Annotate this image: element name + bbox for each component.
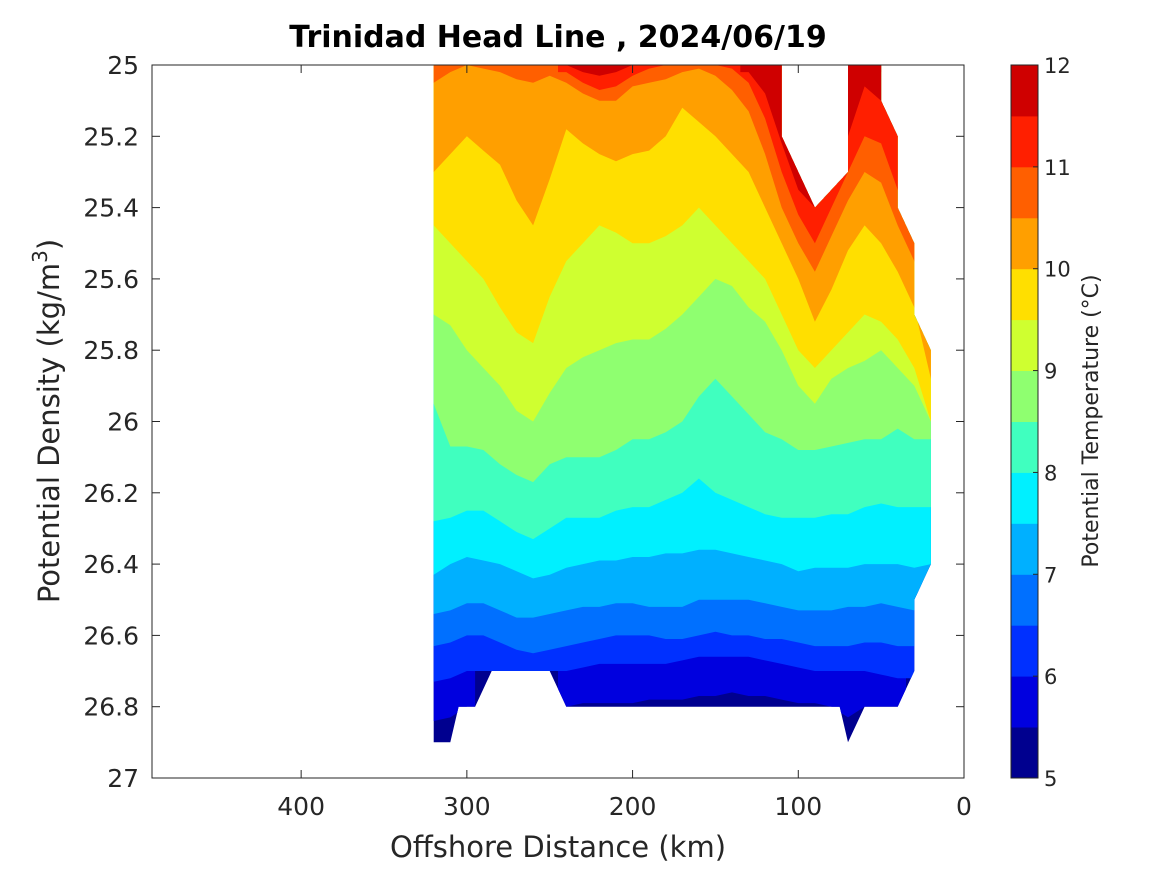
y-tick-label: 25.4	[83, 194, 139, 223]
chart-title: Trinidad Head Line , 2024/06/19	[289, 20, 826, 55]
colorbar-tick-label: 10	[1044, 258, 1071, 282]
colorbar-tick-label: 7	[1044, 563, 1057, 587]
colorbar-segment	[1011, 727, 1038, 779]
y-tick-label: 26.4	[83, 550, 139, 579]
y-axis-title-superscript: 3	[28, 250, 52, 263]
y-axis-title-main: Potential Density (kg/m	[32, 263, 66, 603]
y-tick-label: 25.6	[83, 265, 139, 294]
y-tick-label: 26.2	[83, 479, 139, 508]
colorbar-frame	[1010, 64, 1039, 779]
x-tick-label: 300	[443, 792, 491, 821]
x-tick-label: 100	[774, 792, 822, 821]
colorbar-tick-label: 5	[1044, 767, 1057, 791]
y-tick-label: 25	[107, 51, 139, 80]
colorbar: 5 6 7 8 9 10 11 12	[1011, 54, 1071, 791]
y-tick-label: 25.2	[83, 122, 139, 151]
colorbar-segment	[1011, 319, 1038, 371]
y-tick-label: 26.6	[83, 621, 139, 650]
x-axis-title: Offshore Distance (km)	[390, 830, 726, 864]
colorbar-segment	[1011, 523, 1038, 575]
colorbar-tick-label: 11	[1044, 156, 1071, 180]
y-axis: 25 25.2 25.4 25.6 25.8 26 26.2 26.4 26.6 26.8 27	[83, 51, 964, 793]
colorbar-segment	[1011, 676, 1038, 728]
contour-band-12	[839, 65, 890, 73]
colorbar-segment	[1011, 625, 1038, 677]
colorbar-segment	[1011, 268, 1038, 321]
contour-band-11.5	[558, 65, 641, 76]
colorbar-segment	[1011, 166, 1038, 219]
colorbar-tick-label: 12	[1044, 54, 1071, 78]
y-tick-label: 26	[107, 408, 139, 437]
y-tick-label: 25.8	[83, 336, 139, 365]
y-tick-label: 26.8	[83, 693, 139, 722]
contour-bands	[433, 65, 931, 743]
colorbar-segment	[1011, 370, 1038, 422]
x-tick-label: 400	[277, 792, 325, 821]
y-axis-title-close: )	[32, 239, 66, 250]
contour-fill-layer	[433, 65, 931, 743]
colorbar-segment	[1011, 421, 1038, 473]
x-axis: 400 300 200 100 0	[277, 65, 972, 821]
colorbar-tick-label: 6	[1044, 665, 1057, 689]
colorbar-segment	[1011, 217, 1038, 270]
colorbar-segment	[1011, 65, 1038, 117]
y-tick-label: 27	[107, 764, 139, 793]
colorbar-title: Potential Temperature (°C)	[1079, 274, 1104, 567]
x-tick-label: 200	[609, 792, 657, 821]
colorbar-tick-label: 9	[1044, 360, 1057, 384]
colorbar-segment	[1011, 115, 1038, 168]
colorbar-segment	[1011, 574, 1038, 626]
x-tick-label: 0	[956, 792, 972, 821]
colorbar-segment	[1011, 472, 1038, 524]
colorbar-tick-label: 8	[1044, 461, 1057, 485]
y-axis-title: Potential Density (kg/m3)	[28, 239, 66, 603]
